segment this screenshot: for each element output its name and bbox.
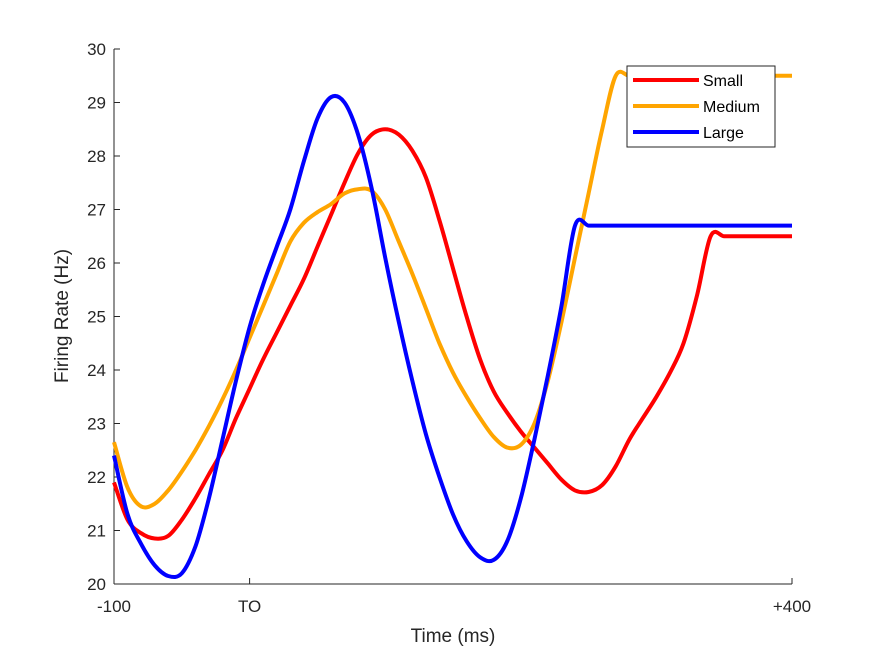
series-line-small	[112, 127, 792, 541]
x-tick-label: TO	[238, 597, 261, 616]
y-tick-label: 28	[87, 147, 106, 166]
series-line-large	[112, 93, 792, 580]
y-tick-label: 26	[87, 254, 106, 273]
y-tick-label: 23	[87, 415, 106, 434]
y-tick-label: 21	[87, 522, 106, 541]
y-tick-label: 22	[87, 468, 106, 487]
x-ticks: -100 TO +400	[97, 578, 811, 616]
y-axis-label: Firing Rate (Hz)	[52, 249, 73, 383]
y-tick-label: 24	[87, 361, 106, 380]
legend-label-medium: Medium	[703, 99, 760, 116]
legend: Small Medium Large	[626, 65, 776, 148]
x-tick-label: -100	[97, 597, 131, 616]
y-tick-label: 25	[87, 308, 106, 327]
y-tick-label: 27	[87, 201, 106, 220]
y-tick-label: 20	[87, 575, 106, 594]
legend-label-small: Small	[703, 73, 743, 90]
y-ticks: 20 21 22 23 24 25 26 27 28 29 30	[87, 40, 120, 594]
x-tick-label: +400	[773, 597, 811, 616]
legend-label-large: Large	[703, 125, 744, 142]
y-tick-label: 30	[87, 40, 106, 59]
x-axis-label: Time (ms)	[411, 626, 496, 647]
y-tick-label: 29	[87, 94, 106, 113]
series-lines	[112, 69, 792, 580]
